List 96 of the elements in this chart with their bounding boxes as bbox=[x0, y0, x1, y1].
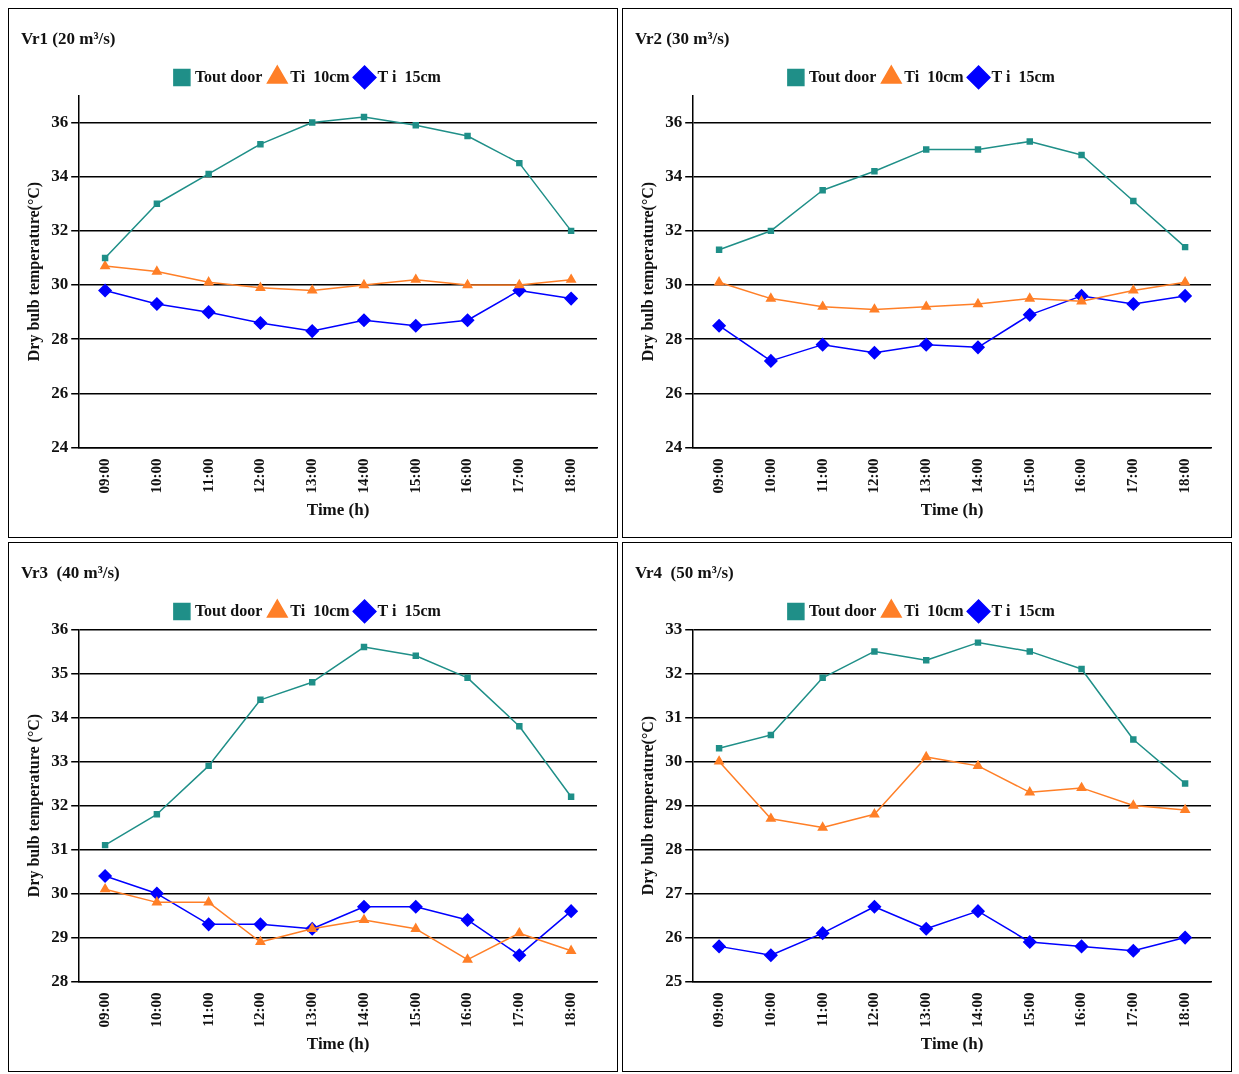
legend-label: T i 15cm bbox=[991, 601, 1056, 619]
legend-label: T i 15cm bbox=[991, 67, 1056, 85]
x-tick-label: 09:00 bbox=[95, 458, 112, 494]
y-tick-label: 36 bbox=[665, 111, 683, 131]
y-tick-label: 33 bbox=[665, 618, 683, 638]
y-tick-label: 27 bbox=[665, 882, 683, 902]
y-tick-label: 30 bbox=[665, 274, 683, 294]
y-tick-label: 29 bbox=[665, 794, 683, 814]
legend-label: Ti 10cm bbox=[904, 601, 965, 619]
y-tick-label: 24 bbox=[51, 437, 69, 456]
y-tick-label: 32 bbox=[665, 220, 683, 240]
chart-title: Vr3 (40 m³/s) bbox=[21, 562, 120, 582]
y-tick-label: 35 bbox=[51, 662, 69, 682]
x-tick-label: 12:00 bbox=[251, 992, 268, 1028]
y-tick-label: 26 bbox=[51, 382, 69, 402]
x-tick-label: 10:00 bbox=[761, 458, 778, 494]
y-tick-label: 28 bbox=[51, 971, 69, 990]
x-tick-label: 11:00 bbox=[813, 458, 830, 493]
x-tick-label: 16:00 bbox=[458, 458, 475, 494]
y-tick-label: 29 bbox=[51, 926, 69, 946]
legend-label: Tout door bbox=[194, 67, 263, 85]
y-tick-label: 33 bbox=[51, 750, 69, 770]
y-tick-label: 34 bbox=[665, 166, 683, 186]
x-tick-label: 15:00 bbox=[1020, 458, 1037, 494]
x-tick-label: 16:00 bbox=[1072, 458, 1089, 494]
x-tick-label: 17:00 bbox=[1124, 458, 1141, 494]
legend-label: Ti 10cm bbox=[290, 601, 351, 619]
y-tick-label: 36 bbox=[51, 618, 69, 638]
y-tick-label: 30 bbox=[51, 882, 69, 902]
x-tick-label: 17:00 bbox=[1124, 992, 1141, 1028]
x-tick-label: 14:00 bbox=[968, 458, 985, 494]
x-tick-label: 13:00 bbox=[303, 458, 320, 494]
y-tick-label: 28 bbox=[665, 838, 683, 858]
x-tick-label: 13:00 bbox=[303, 992, 320, 1028]
x-tick-label: 09:00 bbox=[709, 992, 726, 1028]
y-tick-label: 30 bbox=[51, 274, 69, 294]
y-tick-label: 32 bbox=[51, 220, 69, 240]
x-tick-label: 09:00 bbox=[709, 458, 726, 494]
chart-title: Vr1 (20 m³/s) bbox=[21, 28, 116, 48]
x-tick-label: 17:00 bbox=[510, 458, 527, 494]
y-axis-title: Dry bulb temperature(°C) bbox=[24, 181, 43, 362]
x-tick-label: 09:00 bbox=[95, 992, 112, 1028]
legend-label: Tout door bbox=[194, 601, 263, 619]
legend-label: T i 15cm bbox=[377, 67, 442, 85]
y-tick-label: 32 bbox=[51, 794, 69, 814]
legend-label: Ti 10cm bbox=[904, 67, 965, 85]
y-tick-label: 26 bbox=[665, 926, 683, 946]
x-tick-label: 11:00 bbox=[199, 992, 216, 1027]
x-tick-label: 11:00 bbox=[199, 458, 216, 493]
y-tick-label: 36 bbox=[51, 111, 69, 131]
x-tick-label: 14:00 bbox=[968, 992, 985, 1028]
legend-label: Tout door bbox=[808, 67, 877, 85]
y-tick-label: 28 bbox=[51, 328, 69, 348]
x-tick-label: 12:00 bbox=[865, 992, 882, 1028]
x-tick-label: 16:00 bbox=[458, 992, 475, 1028]
x-axis-title: Time (h) bbox=[920, 500, 984, 520]
legend-label: Tout door bbox=[808, 601, 877, 619]
x-tick-label: 14:00 bbox=[354, 992, 371, 1028]
x-axis-title: Time (h) bbox=[306, 1034, 370, 1054]
x-tick-label: 14:00 bbox=[354, 458, 371, 494]
y-tick-label: 28 bbox=[665, 328, 683, 348]
y-axis-title: Dry bulb temperature (°C) bbox=[24, 713, 43, 898]
x-tick-label: 18:00 bbox=[561, 992, 578, 1028]
legend-label: Ti 10cm bbox=[290, 67, 351, 85]
x-tick-label: 18:00 bbox=[561, 458, 578, 494]
y-tick-label: 31 bbox=[51, 838, 69, 858]
x-axis-title: Time (h) bbox=[306, 500, 370, 520]
x-tick-label: 12:00 bbox=[251, 458, 268, 494]
x-tick-label: 18:00 bbox=[1175, 458, 1192, 494]
y-axis-title: Dry bulb temperature(°C) bbox=[638, 181, 657, 362]
x-tick-label: 15:00 bbox=[406, 992, 423, 1028]
x-tick-label: 10:00 bbox=[761, 992, 778, 1028]
y-tick-label: 31 bbox=[665, 706, 683, 726]
x-tick-label: 17:00 bbox=[510, 992, 527, 1028]
y-tick-label: 34 bbox=[51, 706, 69, 726]
y-axis-title: Dry bulb temperature(°C) bbox=[638, 715, 657, 896]
y-tick-label: 26 bbox=[665, 382, 683, 402]
y-tick-label: 30 bbox=[665, 750, 683, 770]
y-tick-label: 32 bbox=[665, 662, 683, 682]
x-tick-label: 13:00 bbox=[917, 992, 934, 1028]
y-tick-label: 34 bbox=[51, 166, 69, 186]
y-tick-label: 25 bbox=[665, 971, 683, 990]
x-tick-label: 12:00 bbox=[865, 458, 882, 494]
legend-label: T i 15cm bbox=[377, 601, 442, 619]
chart-title: Vr2 (30 m³/s) bbox=[635, 28, 730, 48]
x-tick-label: 11:00 bbox=[813, 992, 830, 1027]
x-tick-label: 18:00 bbox=[1175, 992, 1192, 1028]
x-tick-label: 15:00 bbox=[1020, 992, 1037, 1028]
y-tick-label: 24 bbox=[665, 437, 683, 456]
chart-title: Vr4 (50 m³/s) bbox=[635, 562, 734, 582]
x-tick-label: 16:00 bbox=[1072, 992, 1089, 1028]
x-tick-label: 13:00 bbox=[917, 458, 934, 494]
x-axis-title: Time (h) bbox=[920, 1034, 984, 1054]
x-tick-label: 10:00 bbox=[147, 458, 164, 494]
x-tick-label: 15:00 bbox=[406, 458, 423, 494]
x-tick-label: 10:00 bbox=[147, 992, 164, 1028]
